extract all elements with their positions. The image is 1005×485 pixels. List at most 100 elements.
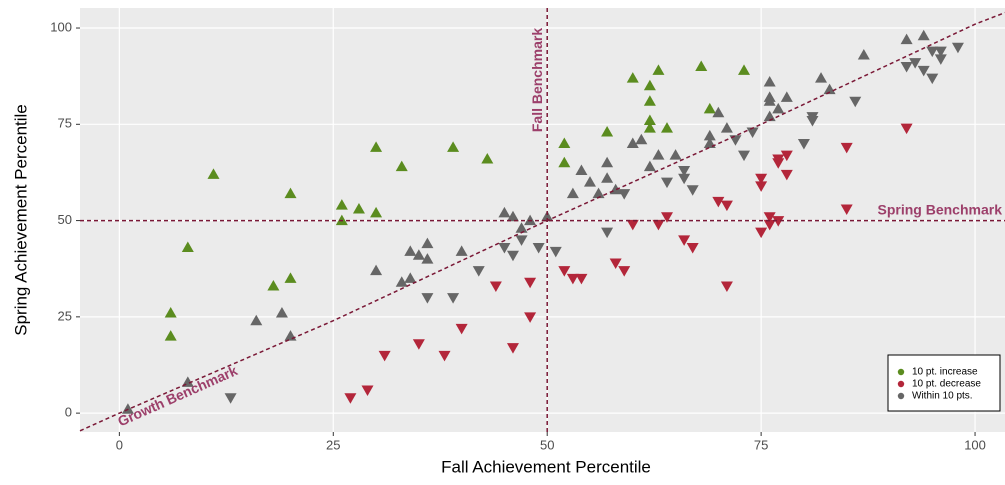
- data-point: [635, 133, 648, 145]
- data-point: [712, 196, 725, 208]
- legend-label: 10 pt. decrease: [912, 379, 981, 390]
- legend-box: [887, 354, 1001, 412]
- data-point: [823, 83, 836, 95]
- data-point: [618, 189, 631, 200]
- data-point: [678, 235, 691, 246]
- data-point: [815, 72, 828, 83]
- y-tick-label: 0: [65, 405, 72, 420]
- data-point: [643, 122, 656, 133]
- fall-benchmark-label: Fall Benchmark: [529, 28, 545, 132]
- data-point: [849, 96, 862, 108]
- data-point: [738, 150, 751, 162]
- data-point: [498, 206, 511, 218]
- data-point: [481, 152, 494, 164]
- data-point: [472, 266, 485, 277]
- legend-marker: [897, 368, 905, 376]
- data-point: [164, 330, 177, 341]
- data-point: [746, 127, 759, 139]
- data-point: [284, 272, 297, 283]
- data-point: [780, 150, 793, 162]
- data-point: [532, 243, 545, 254]
- data-point: [678, 173, 691, 185]
- data-point: [506, 343, 519, 354]
- data-point: [447, 293, 460, 304]
- y-tick-label: 50: [58, 212, 72, 227]
- data-point: [755, 173, 768, 185]
- data-point: [284, 187, 297, 199]
- data-point: [412, 339, 425, 350]
- y-axis-title: Spring Achievement Percentile: [11, 104, 30, 336]
- data-point: [857, 48, 870, 60]
- data-point: [515, 235, 528, 246]
- data-point: [421, 253, 434, 264]
- data-point: [395, 160, 408, 172]
- data-point: [438, 350, 451, 362]
- growth-benchmark-line: [79, 11, 1005, 432]
- data-point: [207, 168, 220, 179]
- data-point: [352, 203, 365, 214]
- data-point: [780, 91, 793, 102]
- data-point: [720, 122, 733, 133]
- data-point: [583, 176, 596, 187]
- data-point: [626, 137, 639, 149]
- data-point: [951, 42, 964, 54]
- data-point: [695, 60, 708, 72]
- data-point: [412, 249, 425, 260]
- data-point: [900, 123, 913, 135]
- x-tick-label: 25: [326, 437, 340, 452]
- data-point: [395, 276, 408, 287]
- data-point: [601, 227, 614, 239]
- data-point: [763, 212, 776, 223]
- data-point: [652, 64, 665, 75]
- data-point: [720, 281, 733, 293]
- data-point: [661, 212, 674, 223]
- data-point: [575, 164, 588, 176]
- data-point: [678, 166, 691, 177]
- data-point: [344, 393, 357, 404]
- data-point: [335, 199, 348, 210]
- data-point: [506, 210, 519, 222]
- data-point: [643, 160, 656, 172]
- data-point: [566, 187, 579, 199]
- data-point: [840, 142, 853, 154]
- legend-marker: [897, 380, 905, 388]
- data-point: [404, 245, 417, 256]
- legend-marker: [897, 392, 905, 400]
- data-point: [370, 141, 383, 152]
- data-point: [489, 281, 502, 293]
- y-tick-label: 75: [58, 116, 72, 131]
- data-point: [772, 102, 785, 114]
- data-point: [780, 169, 793, 181]
- data-point: [455, 323, 468, 335]
- data-point: [601, 156, 614, 168]
- data-point: [592, 187, 605, 199]
- data-point: [763, 75, 776, 87]
- data-point: [404, 272, 417, 283]
- data-point: [703, 129, 716, 141]
- data-point: [601, 172, 614, 183]
- data-point: [643, 95, 656, 106]
- data-point: [361, 385, 374, 397]
- data-point: [524, 277, 537, 289]
- data-point: [575, 273, 588, 285]
- spring-benchmark-label: Spring Benchmark: [878, 201, 1003, 217]
- data-point: [772, 216, 785, 227]
- y-tick-label: 100: [50, 19, 72, 34]
- data-point: [164, 307, 177, 318]
- data-point: [652, 219, 665, 231]
- data-point: [181, 241, 194, 253]
- data-point: [917, 29, 930, 41]
- data-point: [267, 280, 280, 291]
- data-point: [900, 62, 913, 73]
- x-axis-title: Fall Achievement Percentile: [441, 457, 651, 476]
- legend-label: 10 pt. increase: [912, 367, 978, 378]
- data-point: [797, 139, 810, 150]
- data-point: [703, 102, 716, 114]
- data-point: [917, 65, 930, 77]
- data-point: [926, 46, 939, 58]
- data-point: [455, 245, 468, 256]
- data-point: [275, 307, 288, 318]
- data-point: [447, 141, 460, 152]
- data-point: [934, 54, 947, 65]
